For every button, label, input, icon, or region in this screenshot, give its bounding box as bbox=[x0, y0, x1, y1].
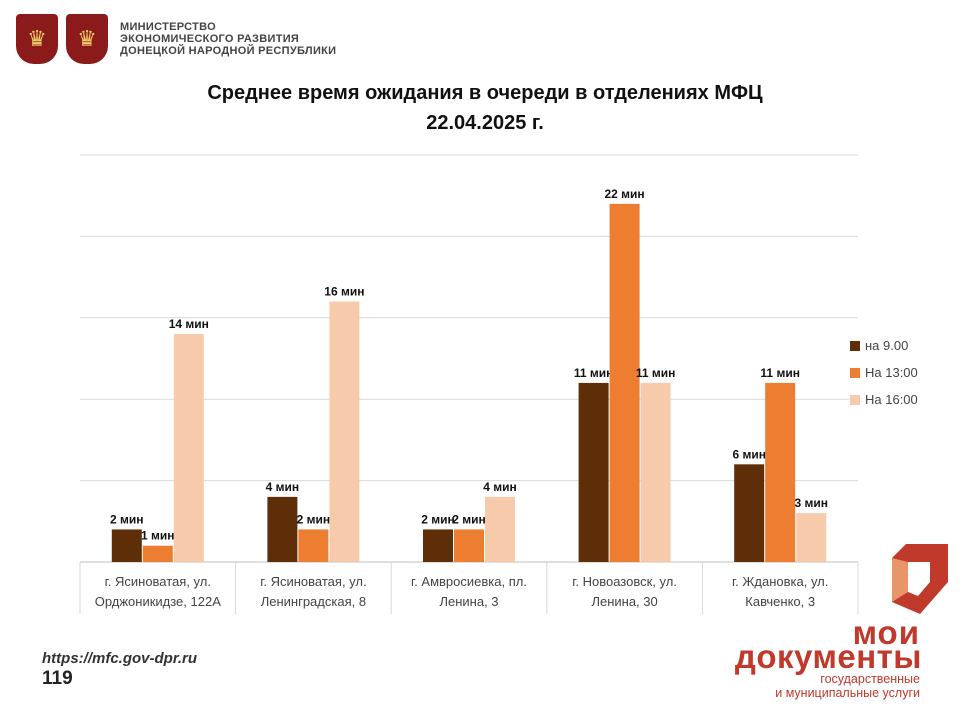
category-label: г. Ясиноватая, ул. bbox=[105, 574, 211, 589]
category-label: Ленина, 30 bbox=[591, 594, 657, 609]
ministry-line: ЭКОНОМИЧЕСКОГО РАЗВИТИЯ bbox=[120, 33, 300, 45]
page-number: 119 bbox=[42, 668, 73, 689]
data-label: 16 мин bbox=[324, 285, 364, 299]
header: ♛ ♛ МИНИСТЕРСТВО ЭКОНОМИЧЕСКОГО РАЗВИТИЯ… bbox=[16, 14, 336, 64]
logo-subtitle-line: и муниципальные услуги bbox=[775, 686, 920, 700]
category-label: Ленинградская, 8 bbox=[261, 594, 366, 609]
data-label: 11 мин bbox=[636, 366, 676, 380]
category-label: Орджоникидзе, 122А bbox=[95, 594, 221, 609]
bar bbox=[423, 529, 453, 562]
data-label: 2 мин bbox=[110, 512, 144, 526]
footer-url[interactable]: https://mfc.gov-dpr.ru bbox=[42, 650, 197, 667]
bar bbox=[796, 513, 827, 562]
bar bbox=[454, 529, 484, 562]
category-label: Кавченко, 3 bbox=[745, 594, 815, 609]
data-label: 3 мин bbox=[794, 496, 828, 510]
data-label: 2 мин bbox=[421, 512, 455, 526]
legend-swatch bbox=[850, 341, 860, 351]
bar bbox=[609, 203, 640, 562]
legend-swatch bbox=[850, 395, 860, 405]
chart-title: Среднее время ожидания в очереди в отдел… bbox=[207, 82, 763, 104]
bar bbox=[485, 496, 515, 562]
category-label: г. Ждановка, ул. bbox=[732, 574, 828, 589]
bar bbox=[734, 464, 765, 562]
logo-subtitle-line: государственные bbox=[820, 672, 920, 686]
data-label: 11 мин bbox=[760, 366, 800, 380]
data-label: 2 мин bbox=[452, 512, 486, 526]
moi-dokumenty-logo-icon bbox=[892, 544, 948, 614]
data-label: 14 мин bbox=[169, 317, 209, 331]
ministry-line: МИНИСТЕРСТВО bbox=[120, 21, 216, 33]
bar bbox=[173, 334, 204, 562]
logo-text-moi: мои bbox=[852, 614, 920, 651]
legend-label: На 16:00 bbox=[865, 392, 918, 407]
legend-swatch bbox=[850, 368, 860, 378]
logo-text-dokumenty: документы bbox=[734, 638, 922, 675]
data-label: 22 мин bbox=[605, 187, 645, 201]
category-label: Ленина, 3 bbox=[439, 594, 498, 609]
data-label: 1 мин bbox=[141, 529, 175, 543]
bar bbox=[578, 382, 609, 562]
ministry-line: ДОНЕЦКОЙ НАРОДНОЙ РЕСПУБЛИКИ bbox=[120, 45, 337, 57]
dpr-emblem-icon: ♛ bbox=[66, 14, 108, 64]
bar bbox=[142, 545, 173, 562]
data-label: 6 мин bbox=[732, 447, 766, 461]
russia-emblem-icon: ♛ bbox=[16, 14, 58, 64]
category-label: г. Амвросиевка, пл. bbox=[411, 574, 527, 589]
chart-subtitle: 22.04.2025 г. bbox=[426, 112, 544, 134]
legend-label: на 9.00 bbox=[865, 338, 908, 353]
bar bbox=[298, 529, 329, 562]
bar bbox=[329, 301, 360, 562]
data-label: 4 мин bbox=[483, 480, 517, 494]
data-label: 11 мин bbox=[574, 366, 614, 380]
legend-label: На 13:00 bbox=[865, 365, 918, 380]
data-label: 2 мин bbox=[297, 512, 331, 526]
bar bbox=[640, 382, 671, 562]
data-label: 4 мин bbox=[266, 480, 300, 494]
category-label: г. Ясиноватая, ул. bbox=[260, 574, 366, 589]
category-label: г. Новоазовск, ул. bbox=[572, 574, 677, 589]
ministry-name: МИНИСТЕРСТВО ЭКОНОМИЧЕСКОГО РАЗВИТИЯ ДОН… bbox=[120, 21, 336, 57]
bar bbox=[267, 496, 298, 562]
bar bbox=[111, 529, 142, 562]
bar bbox=[765, 382, 796, 562]
